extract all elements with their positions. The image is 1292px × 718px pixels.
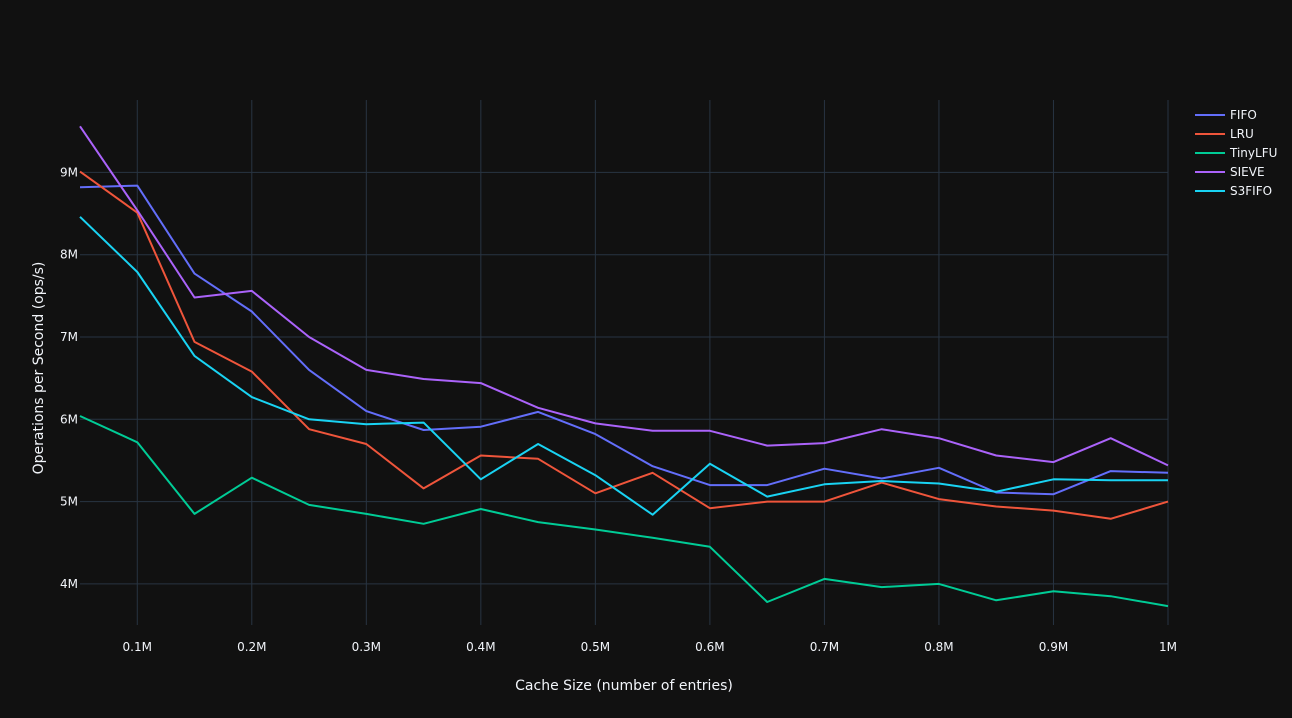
x-tick-label: 0.9M [1039,640,1068,654]
y-tick-label: 9M [60,165,78,179]
y-tick-label: 5M [60,495,78,509]
y-axis-ticks: 4M 5M 6M 7M 8M 9M [60,165,78,590]
series-line-sieve [79,125,1169,467]
legend-label: TinyLFU [1229,146,1277,160]
legend-item-lru[interactable]: LRU [1195,127,1254,141]
x-tick-label: 0.1M [123,640,152,654]
legend-item-sieve[interactable]: SIEVE [1195,165,1265,179]
legend-label: S3FIFO [1230,184,1272,198]
legend-label: LRU [1230,127,1254,141]
legend-label: SIEVE [1230,165,1265,179]
y-tick-label: 6M [60,412,78,426]
legend-label: FIFO [1230,108,1257,122]
legend-item-tinylfu[interactable]: TinyLFU [1195,146,1277,160]
series-line-fifo [79,184,1169,496]
x-axis-ticks: 0.1M 0.2M 0.3M 0.4M 0.5M 0.6M 0.7M 0.8M 0.9M 1M [123,640,1177,654]
y-axis-title: Operations per Second (ops/s) [31,262,47,475]
x-tick-label: 0.5M [581,640,610,654]
legend-item-s3fifo[interactable]: S3FIFO [1195,184,1272,198]
series-line-lru [79,170,1169,520]
legend[interactable]: FIFO LRU TinyLFU SIEVE S3FIFO [1195,108,1277,198]
series-line-s3fifo [79,216,1168,516]
x-tick-label: 0.3M [352,640,381,654]
series-line-tinylfu [79,415,1169,608]
series-lines [79,125,1169,608]
x-tick-label: 0.7M [810,640,839,654]
x-tick-label: 0.8M [924,640,953,654]
x-tick-label: 0.2M [237,640,266,654]
y-tick-label: 7M [60,330,78,344]
x-tick-label: 0.6M [695,640,724,654]
x-tick-label: 1M [1159,640,1177,654]
y-tick-label: 8M [60,248,78,262]
x-gridlines [136,100,1169,625]
y-gridlines [80,171,1168,585]
x-axis-title: Cache Size (number of entries) [515,678,733,694]
x-tick-label: 0.4M [466,640,495,654]
y-tick-label: 4M [60,577,78,591]
legend-item-fifo[interactable]: FIFO [1195,108,1257,122]
